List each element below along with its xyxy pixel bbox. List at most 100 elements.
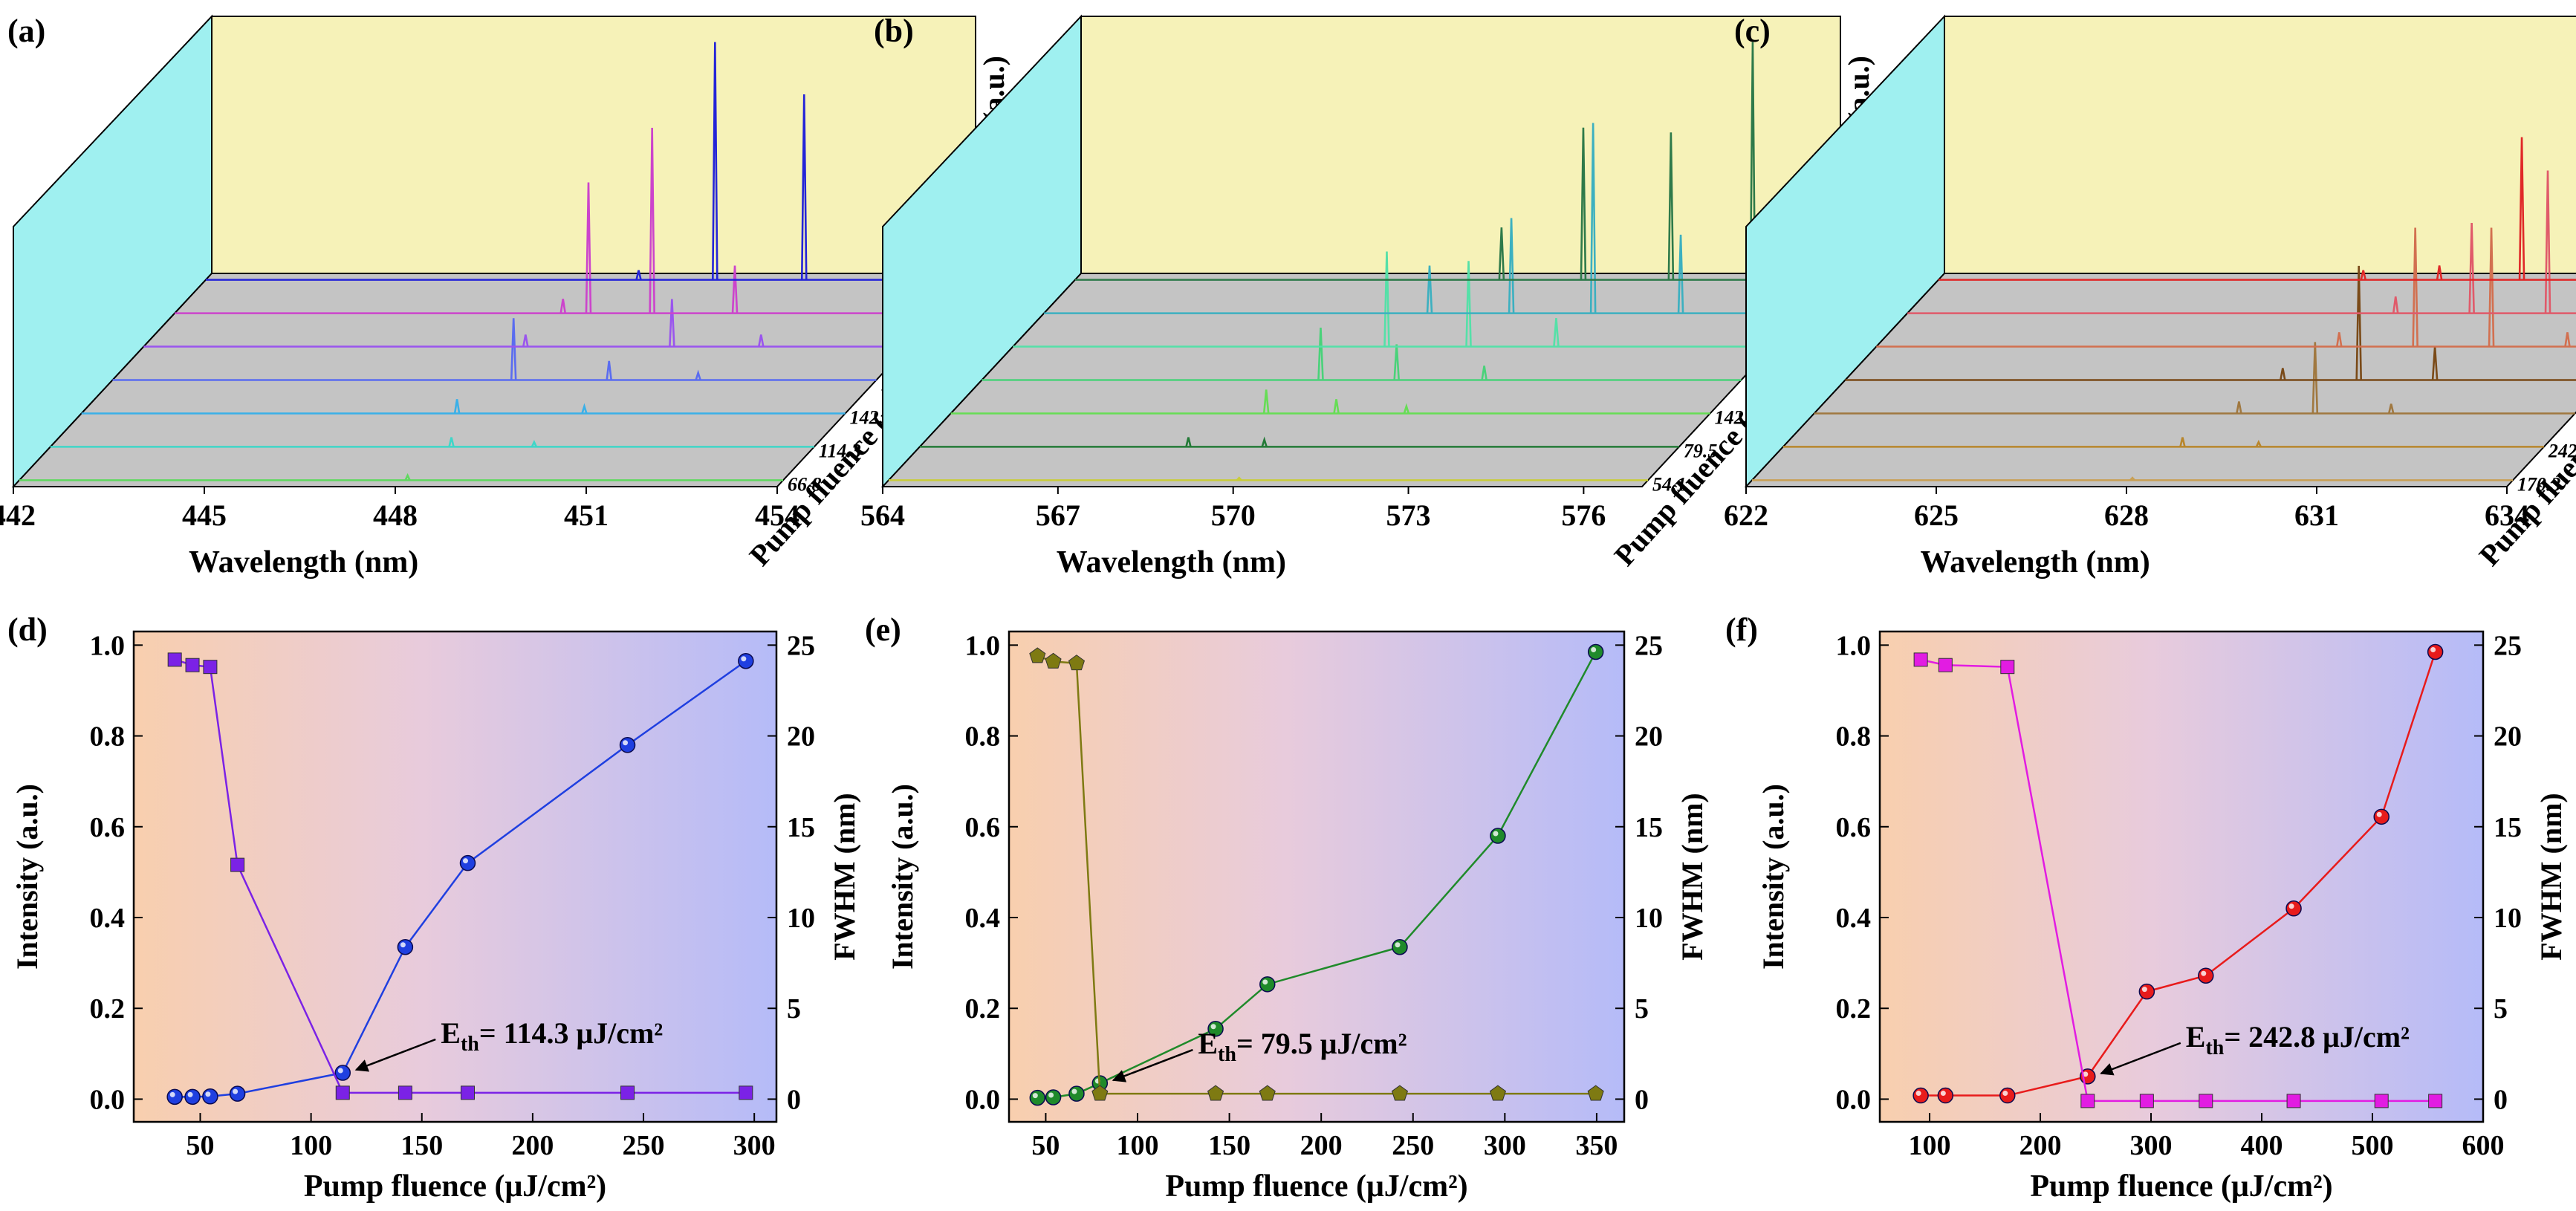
data-point-circle — [184, 1088, 201, 1106]
x-tick-label: 573 — [1386, 499, 1431, 532]
y2-tick-label: 20 — [2494, 721, 2522, 753]
data-point-square — [1913, 652, 1928, 667]
spectrum-peak — [1383, 251, 1390, 347]
spectrum-peak — [1481, 366, 1487, 380]
y2-axis-title: FWHM (nm) — [1675, 793, 1709, 961]
data-point-pentagon — [1207, 1085, 1224, 1101]
spectrum-peak — [1553, 318, 1560, 347]
data-point-highlight — [623, 740, 629, 746]
x-axis-title: Pump fluence (μJ/cm²) — [1165, 1169, 1467, 1204]
x-tick-label: 442 — [0, 499, 36, 532]
data-point-pentagon — [1029, 647, 1046, 663]
x-tick-label: 622 — [1724, 499, 1768, 532]
data-point-highlight — [1210, 1024, 1216, 1030]
data-point-square — [2286, 1094, 2301, 1108]
spectrum-peak — [1317, 328, 1324, 380]
series-label: 114.3 — [819, 440, 861, 461]
data-point-circle — [459, 854, 476, 871]
y-tick-label: 0.8 — [965, 721, 1001, 753]
spectrum-peak — [606, 360, 612, 380]
data-point-highlight — [1395, 942, 1401, 948]
data-point-circle — [2198, 967, 2214, 984]
annotation-subscript: th — [461, 1033, 479, 1056]
spectrum-peak — [2335, 332, 2343, 347]
data-point-circle — [619, 737, 636, 753]
y-tick-label: 0.2 — [965, 993, 1001, 1025]
data-point-square — [620, 1085, 635, 1100]
data-point-highlight — [2141, 987, 2147, 993]
y2-tick-label: 15 — [787, 812, 815, 843]
x-tick-label: 350 — [1575, 1130, 1618, 1161]
data-point-highlight — [1591, 647, 1597, 652]
data-point-circle — [2427, 643, 2444, 660]
spectrum-peak — [2129, 476, 2135, 481]
y-axis-title: Intensity (a.u.) — [1756, 784, 1790, 970]
data-point-square — [230, 857, 245, 872]
data-point-circle — [1045, 1089, 1062, 1106]
spectrum-peak — [1508, 218, 1515, 314]
x-tick-label: 451 — [564, 499, 609, 532]
spectrum-peak — [2360, 270, 2366, 280]
spectrum-peak — [2412, 227, 2418, 347]
x-tick-label: 250 — [623, 1130, 665, 1161]
data-point-square — [1938, 658, 1953, 672]
data-point-circle — [1490, 828, 1506, 844]
spectrum-peak — [1333, 399, 1340, 414]
x-tick-label: 600 — [2462, 1130, 2505, 1161]
spectrum-peak — [2387, 403, 2395, 414]
data-point-highlight — [1493, 831, 1499, 837]
spectrum-peak — [2468, 222, 2475, 314]
spectrum-peak — [453, 399, 461, 414]
spectrum-peak — [1393, 344, 1400, 380]
data-point-highlight — [2083, 1071, 2089, 1077]
spectrum-peak — [581, 403, 588, 414]
data-point-highlight — [400, 942, 406, 948]
data-point-highlight — [1071, 1088, 1077, 1094]
spectrum-peak — [1498, 227, 1505, 280]
x-tick-label: 50 — [186, 1130, 214, 1161]
annotation-main: E — [2186, 1020, 2206, 1053]
panel-label: (a) — [7, 13, 45, 49]
x-tick-label: 631 — [2294, 499, 2339, 532]
plot-frame — [132, 630, 778, 1123]
y2-tick-label: 10 — [787, 903, 815, 934]
y2-tick-label: 25 — [787, 630, 815, 661]
spectrum-peak — [531, 439, 538, 447]
x-tick-label: 454 — [755, 499, 799, 532]
data-point-highlight — [2288, 903, 2294, 909]
x-tick-label: 250 — [1392, 1130, 1434, 1161]
data-point-square — [461, 1085, 476, 1100]
spectrum-peak — [559, 299, 567, 314]
spectrum-peak — [649, 127, 655, 314]
data-point-square — [335, 1085, 350, 1100]
x-tick-label: 625 — [1914, 499, 1959, 532]
x-tick-label: 445 — [182, 499, 227, 532]
annotation-value: = 242.8 μJ/cm² — [2224, 1020, 2410, 1053]
x-tick-label: 200 — [2019, 1130, 2062, 1161]
data-point-circle — [166, 1088, 183, 1106]
spectrum-peak — [1580, 127, 1587, 280]
data-point-square — [398, 1085, 412, 1100]
spectrum-peak — [2355, 265, 2362, 380]
annotation-value: = 114.3 μJ/cm² — [479, 1016, 663, 1050]
x-tick-label: 150 — [400, 1130, 443, 1161]
annotation-subscript: th — [2205, 1036, 2224, 1059]
y2-tick-label: 25 — [1635, 630, 1663, 661]
data-point-highlight — [205, 1091, 211, 1097]
waterfall-panel-b: 54.179.5142.5170.7242.8296.2349.55645675… — [860, 13, 1882, 579]
spectrum-peak — [2255, 439, 2262, 447]
annotation-value: = 79.5 μJ/cm² — [1236, 1027, 1407, 1060]
y2-tick-label: 0 — [1635, 1084, 1649, 1115]
spectrum-peak — [731, 265, 739, 314]
data-point-square — [2374, 1094, 2389, 1108]
data-point-highlight — [1262, 979, 1268, 985]
data-point-pentagon — [1091, 1085, 1109, 1101]
y-tick-label: 0.6 — [90, 812, 126, 843]
data-point-highlight — [741, 656, 747, 662]
y-tick-label: 0.4 — [90, 903, 126, 934]
series-label: 66.8 — [788, 473, 822, 495]
spectrum-peak — [800, 94, 808, 280]
data-point-highlight — [1048, 1092, 1054, 1098]
x-axis-title: Pump fluence (μJ/cm²) — [2030, 1169, 2332, 1204]
x-tick-label: 100 — [290, 1130, 332, 1161]
